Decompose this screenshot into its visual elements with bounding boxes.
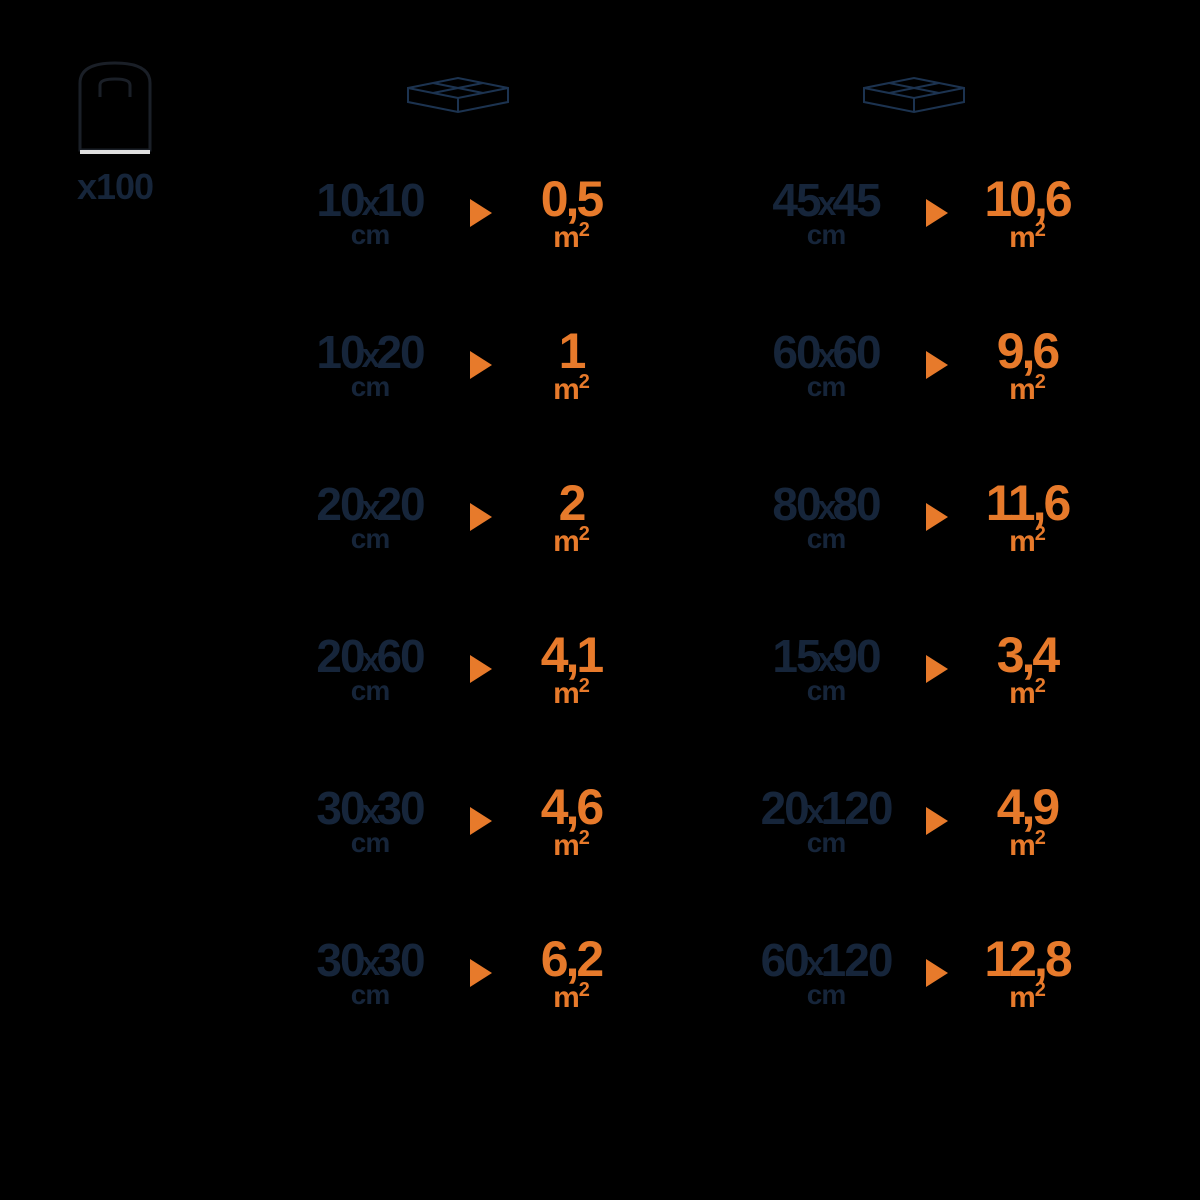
- area-value: 4,9: [962, 782, 1092, 832]
- area-unit: m2: [506, 828, 636, 861]
- coverage-row: 60x120cm 12,8m2: [736, 928, 1092, 1018]
- area-unit: m2: [962, 220, 1092, 253]
- tile-size: 45x45cm: [736, 177, 916, 249]
- tile-size: 60x60cm: [736, 329, 916, 401]
- coverage-row: 60x60cm 9,6m2: [736, 320, 1092, 410]
- sack-block: x100: [55, 55, 175, 208]
- coverage-column: 10x10cm0,5m210x20cm1m220x20cm2m220x60cm4…: [280, 70, 636, 1018]
- tile-icon: [854, 70, 974, 118]
- arrow-right-icon: [926, 959, 948, 987]
- coverage-area: 6,2m2: [506, 934, 636, 1013]
- tile-size: 10x10cm: [280, 177, 460, 249]
- arrow-right-icon: [926, 655, 948, 683]
- area-unit: m2: [506, 980, 636, 1013]
- tile-size: 30x30cm: [280, 785, 460, 857]
- size-unit: cm: [736, 525, 916, 553]
- tile-icon: [398, 70, 518, 118]
- size-unit: cm: [280, 373, 460, 401]
- coverage-row: 20x120cm 4,9m2: [736, 776, 1092, 866]
- arrow-right-icon: [470, 807, 492, 835]
- area-unit: m2: [962, 828, 1092, 861]
- coverage-area: 9,6m2: [962, 326, 1092, 405]
- coverage-area: 4,1m2: [506, 630, 636, 709]
- arrow-right-icon: [470, 655, 492, 683]
- coverage-row: 10x10cm 0,5m2: [280, 168, 636, 258]
- area-unit: m2: [962, 372, 1092, 405]
- sack-icon: [65, 55, 165, 155]
- tile-size: 30x30cm: [280, 937, 460, 1009]
- area-value: 4,6: [506, 782, 636, 832]
- size-unit: cm: [736, 373, 916, 401]
- area-value: 9,6: [962, 326, 1092, 376]
- coverage-area: 2m2: [506, 478, 636, 557]
- tile-size: 15x90cm: [736, 633, 916, 705]
- size-unit: cm: [280, 677, 460, 705]
- tile-size: 60x120cm: [736, 937, 916, 1009]
- tile-width: 20: [761, 782, 808, 834]
- coverage-area: 1m2: [506, 326, 636, 405]
- area-value: 12,8: [962, 934, 1092, 984]
- area-unit: m2: [506, 524, 636, 557]
- tile-size: 10x20cm: [280, 329, 460, 401]
- area-unit: m2: [506, 372, 636, 405]
- coverage-area: 10,6m2: [962, 174, 1092, 253]
- coverage-area: 4,9m2: [962, 782, 1092, 861]
- coverage-row: 15x90cm 3,4m2: [736, 624, 1092, 714]
- area-unit: m2: [962, 676, 1092, 709]
- coverage-row: 30x30cm 6,2m2: [280, 928, 636, 1018]
- size-unit: cm: [280, 829, 460, 857]
- coverage-row: 80x80cm 11,6m2: [736, 472, 1092, 562]
- coverage-row: 20x20cm 2m2: [280, 472, 636, 562]
- area-value: 1: [506, 326, 636, 376]
- coverage-columns: 10x10cm0,5m210x20cm1m220x20cm2m220x60cm4…: [280, 70, 1092, 1018]
- arrow-right-icon: [926, 199, 948, 227]
- coverage-row: 20x60cm 4,1m2: [280, 624, 636, 714]
- area-unit: m2: [506, 220, 636, 253]
- area-value: 11,6: [962, 478, 1092, 528]
- coverage-area: 12,8m2: [962, 934, 1092, 1013]
- area-value: 3,4: [962, 630, 1092, 680]
- coverage-row: 30x30cm 4,6m2: [280, 776, 636, 866]
- arrow-right-icon: [470, 199, 492, 227]
- area-value: 6,2: [506, 934, 636, 984]
- arrow-right-icon: [470, 959, 492, 987]
- area-value: 10,6: [962, 174, 1092, 224]
- arrow-right-icon: [926, 807, 948, 835]
- coverage-row: 45x45cm 10,6m2: [736, 168, 1092, 258]
- coverage-column: 45x45cm10,6m260x60cm9,6m280x80cm11,6m215…: [736, 70, 1092, 1018]
- arrow-right-icon: [470, 503, 492, 531]
- size-unit: cm: [280, 525, 460, 553]
- size-unit: cm: [736, 221, 916, 249]
- area-value: 0,5: [506, 174, 636, 224]
- arrow-right-icon: [926, 503, 948, 531]
- coverage-row: 10x20cm 1m2: [280, 320, 636, 410]
- coverage-area: 0,5m2: [506, 174, 636, 253]
- area-value: 2: [506, 478, 636, 528]
- tile-width: 60: [761, 934, 808, 986]
- arrow-right-icon: [926, 351, 948, 379]
- tile-size: 80x80cm: [736, 481, 916, 553]
- tile-size: 20x20cm: [280, 481, 460, 553]
- arrow-right-icon: [470, 351, 492, 379]
- coverage-area: 4,6m2: [506, 782, 636, 861]
- tile-size: 20x60cm: [280, 633, 460, 705]
- area-unit: m2: [962, 980, 1092, 1013]
- area-unit: m2: [962, 524, 1092, 557]
- area-unit: m2: [506, 676, 636, 709]
- sack-quantity-label: x100: [55, 166, 175, 208]
- coverage-area: 3,4m2: [962, 630, 1092, 709]
- size-unit: cm: [736, 677, 916, 705]
- size-unit: cm: [280, 221, 460, 249]
- coverage-area: 11,6m2: [962, 478, 1092, 557]
- area-value: 4,1: [506, 630, 636, 680]
- tile-size: 20x120cm: [736, 785, 916, 857]
- size-unit: cm: [280, 981, 460, 1009]
